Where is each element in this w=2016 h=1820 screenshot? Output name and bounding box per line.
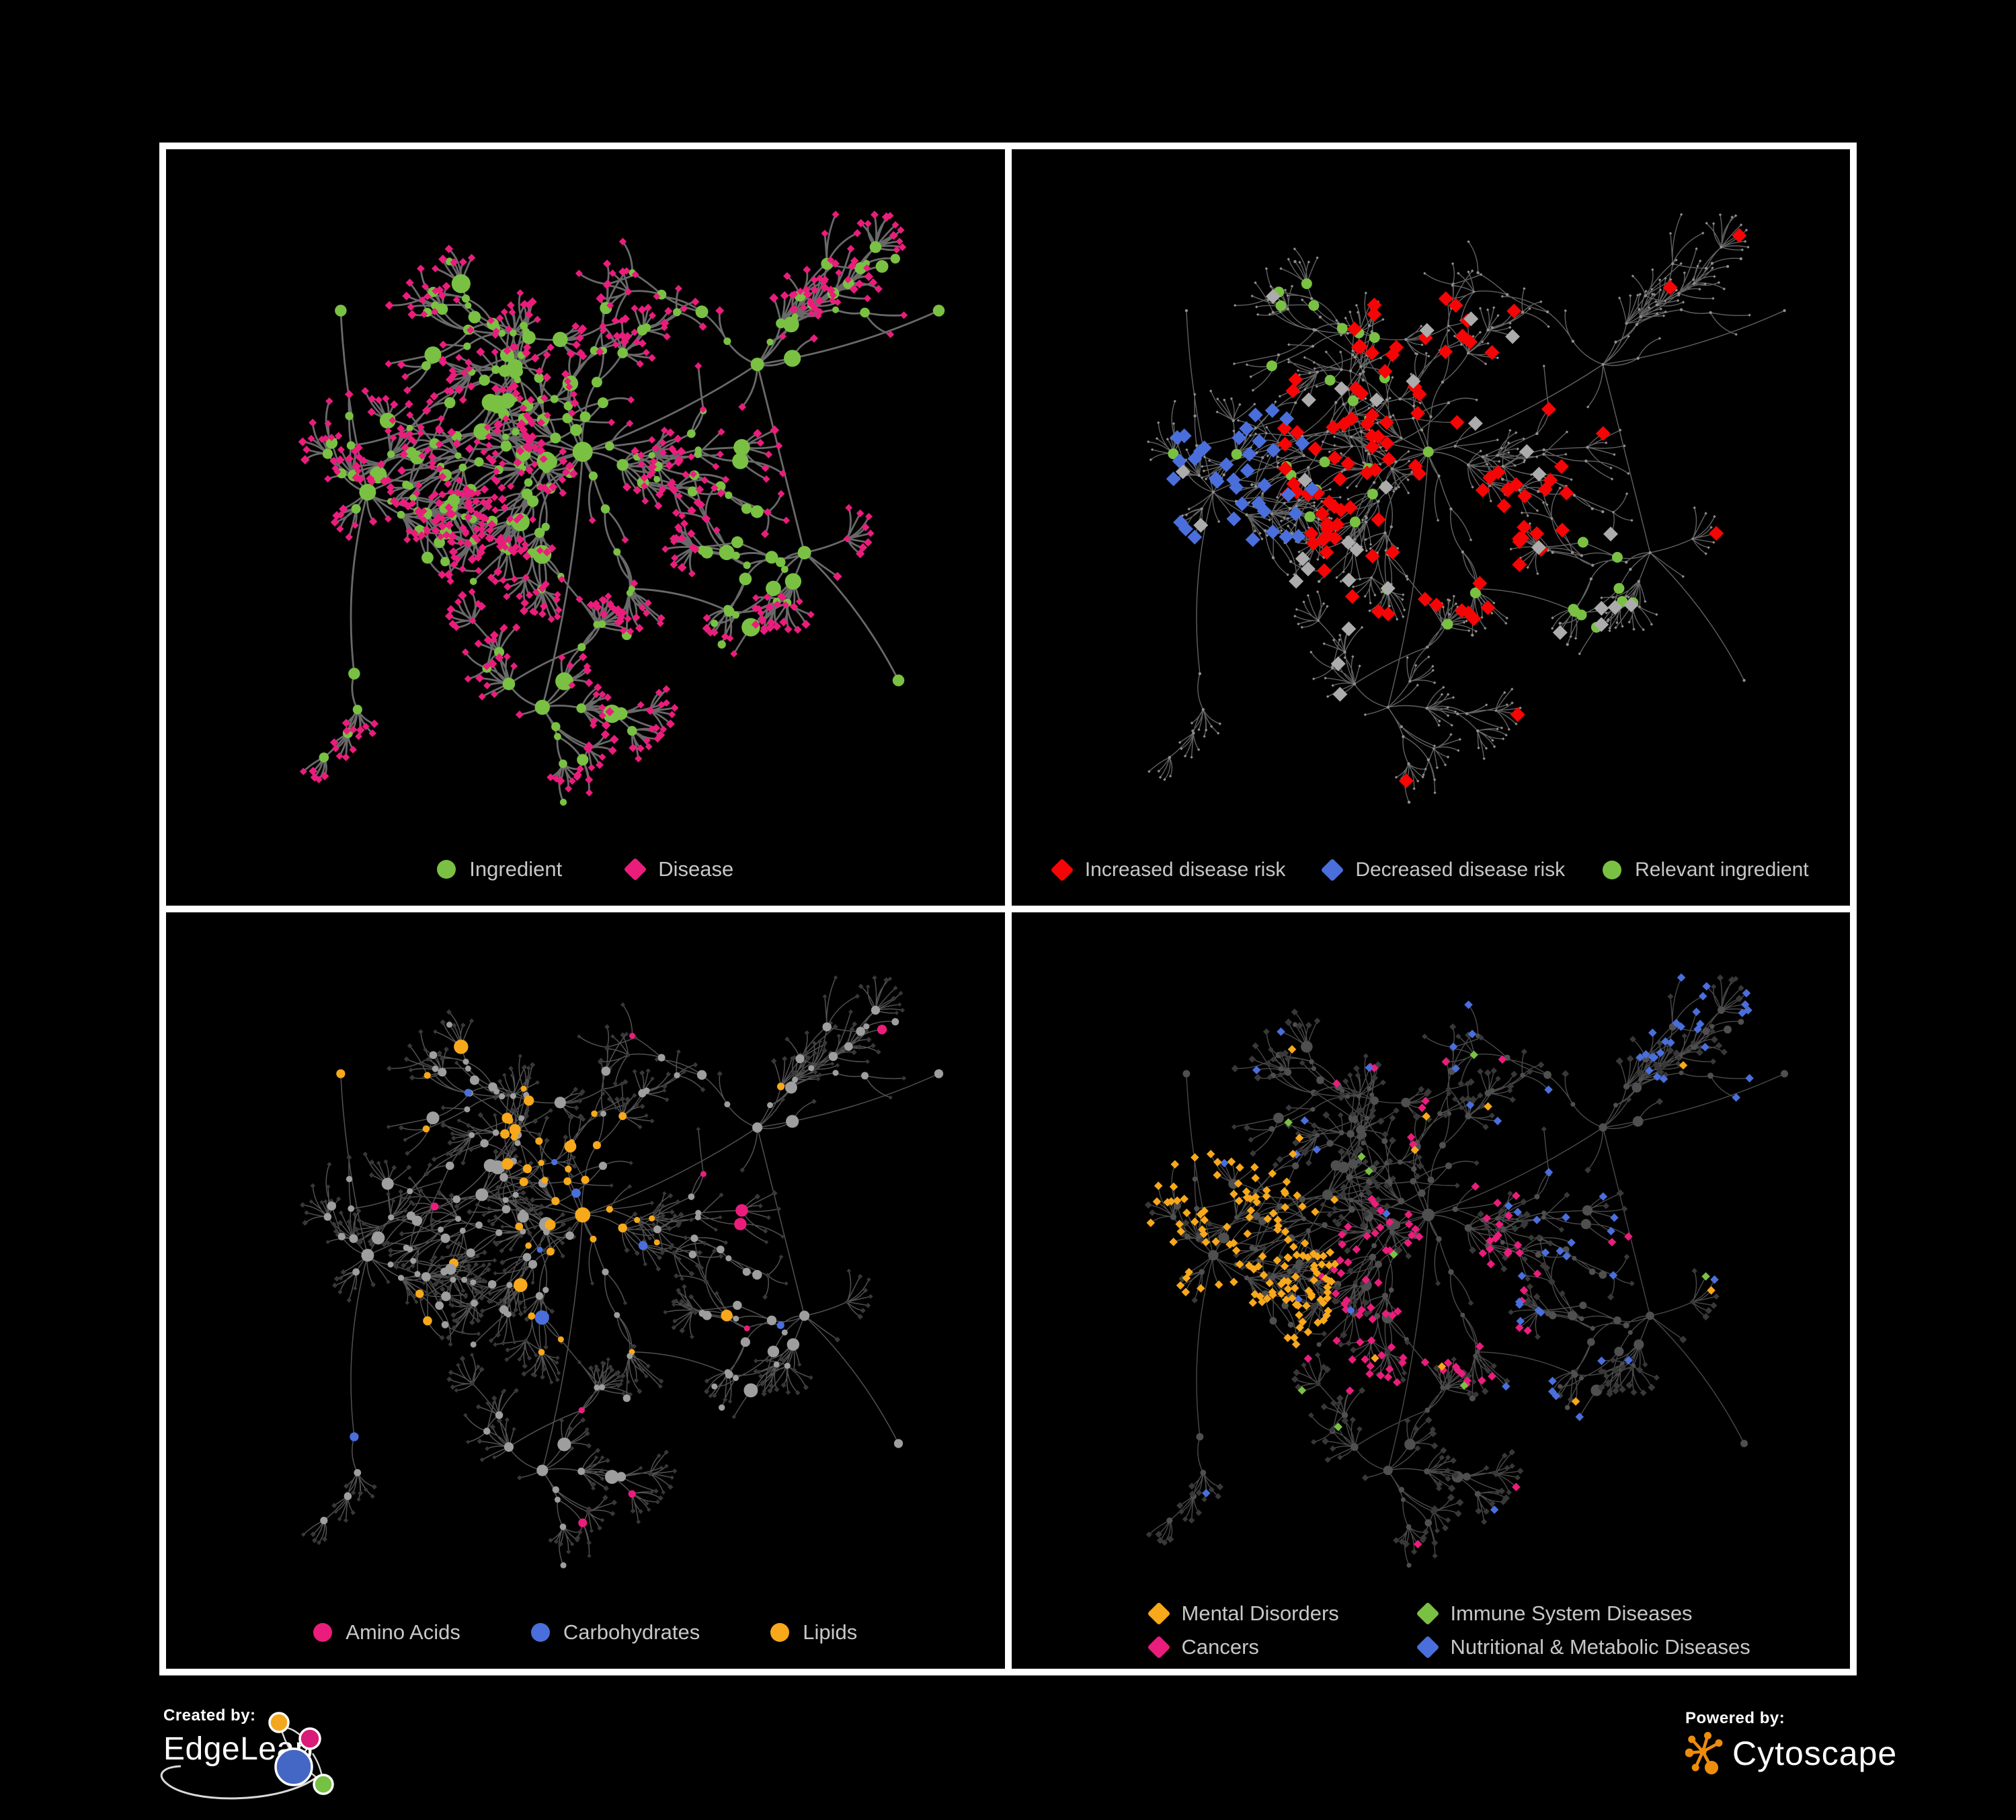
network-nutrient-classes [300,975,944,1569]
lipids-circle-icon [770,1623,790,1642]
panel-disease-risk: Increased disease risk Decreased disease… [1011,149,1851,906]
cancers-diamond-icon [1147,1635,1170,1659]
legend-item-carbohydrates: Carbohydrates [530,1620,700,1645]
increased-risk-diamond-icon [1050,858,1074,882]
legend-label-immune-system-diseases: Immune System Diseases [1450,1601,1693,1625]
powered-by-block: Powered by: [1685,1709,1897,1775]
legend-disease-classes: Mental Disorders Immune System Diseases … [1147,1601,1750,1659]
legend-item-cancers: Cancers [1147,1635,1418,1659]
panel-ingredient-disease: Ingredient Disease [166,149,1005,906]
panel-disease-classes: Mental Disorders Immune System Diseases … [1011,912,1850,1669]
cytoscape-wordmark: Cytoscape [1732,1735,1898,1772]
legend-item-decreased-risk: Decreased disease risk [1320,858,1566,882]
legend-label-cancers: Cancers [1181,1635,1259,1659]
legend-item-relevant-ingredient: Relevant ingredient [1603,859,1809,881]
panel-nutrient-classes: Amino Acids Carbohydrates Lipids [166,912,1005,1669]
powered-by-label: Powered by: [1685,1709,1785,1727]
created-by-label: Created by: [163,1706,256,1725]
ingredient-circle-icon [437,860,456,879]
legend-label-disease: Disease [658,857,734,881]
disease-diamond-icon [623,857,647,881]
nutritional-metabolic-diseases-diamond-icon [1416,1635,1439,1659]
legend-label-amino-acids: Amino Acids [346,1620,460,1644]
network-ingredient-disease [298,210,945,806]
legend-label-mental-disorders: Mental Disorders [1181,1601,1339,1625]
legend-item-disease: Disease [623,857,734,881]
created-by-block: Created by: EdgeLeap [160,1706,334,1800]
cytoscape-logo-row: Cytoscape [1685,1732,1897,1775]
amino-acids-circle-icon [313,1623,333,1642]
legend-item-increased-risk: Increased disease risk [1050,858,1286,882]
legend-item-lipids: Lipids [770,1620,857,1645]
legend-item-immune-system-diseases: Immune System Diseases [1416,1601,1750,1626]
legend-item-nutritional-metabolic-diseases: Nutritional & Metabolic Diseases [1416,1635,1750,1659]
legend-label-lipids: Lipids [803,1620,858,1644]
mental-disorders-diamond-icon [1147,1601,1170,1626]
legend-nutrient-classes: Amino Acids Carbohydrates Lipids [166,1620,1005,1645]
network-disease-classes [1144,973,1788,1568]
panel-grid: Ingredient Disease Increased disease ris… [159,143,1857,1675]
legend-label-nutritional-metabolic-diseases: Nutritional & Metabolic Diseases [1450,1635,1750,1659]
legend-disease-risk: Increased disease risk Decreased disease… [1012,858,1851,882]
legend-item-amino-acids: Amino Acids [313,1620,460,1645]
edgeleap-wordmark: EdgeLeap [163,1731,313,1767]
legend-ingredient-disease: Ingredient Disease [166,857,1005,881]
legend-item-mental-disorders: Mental Disorders [1147,1601,1418,1626]
legend-label-increased-risk: Increased disease risk [1084,859,1286,881]
cytoscape-logo-icon [1685,1732,1723,1775]
carbohydrates-circle-icon [530,1623,550,1642]
legend-label-carbohydrates: Carbohydrates [563,1620,700,1644]
relevant-ingredient-circle-icon [1603,861,1622,879]
legend-item-ingredient: Ingredient [437,857,562,881]
immune-system-diseases-diamond-icon [1416,1601,1439,1626]
decreased-risk-diamond-icon [1320,858,1344,882]
legend-label-ingredient: Ingredient [469,857,563,881]
network-disease-risk [1146,212,1786,804]
legend-label-decreased-risk: Decreased disease risk [1355,859,1566,881]
legend-label-relevant-ingredient: Relevant ingredient [1635,859,1809,881]
